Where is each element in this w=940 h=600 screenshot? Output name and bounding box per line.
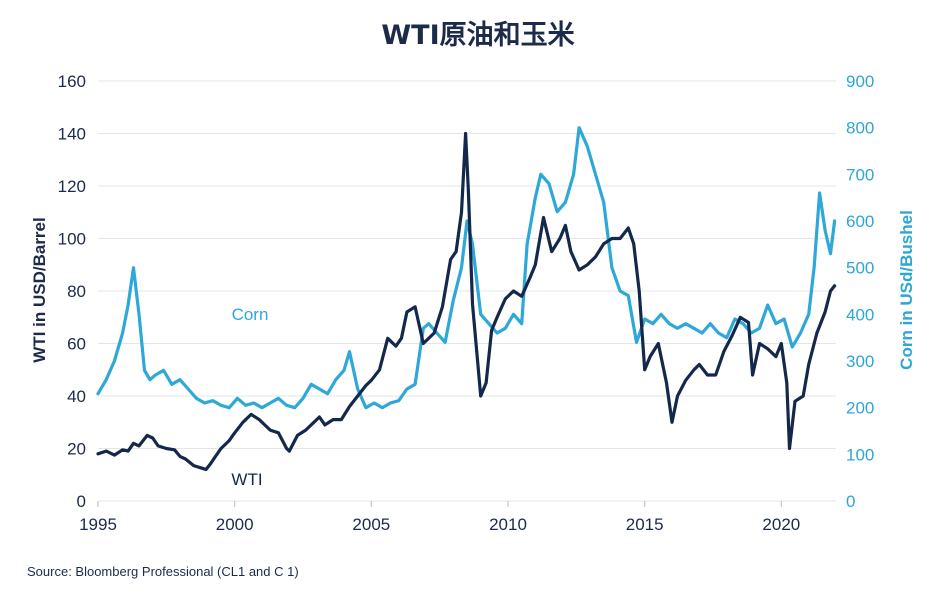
- x-tick-label: 2010: [489, 515, 527, 534]
- y-left-ticks: 0 20 40 60 80 100 120 140 160: [58, 72, 86, 511]
- x-tick-label: 1995: [79, 515, 117, 534]
- y-right-tick-label: 400: [846, 305, 874, 324]
- y-right-tick-label: 900: [846, 72, 874, 91]
- y-left-tick-label: 60: [67, 335, 86, 354]
- source-note: Source: Bloomberg Professional (CL1 and …: [27, 564, 299, 579]
- x-tick-label: 2000: [216, 515, 254, 534]
- wti-series-label: WTI: [231, 470, 262, 489]
- y-right-tick-label: 300: [846, 352, 874, 371]
- x-tick-label: 2005: [352, 515, 390, 534]
- y-right-tick-label: 800: [846, 119, 874, 138]
- y-right-tick-label: 100: [846, 445, 874, 464]
- y-left-tick-label: 160: [58, 72, 86, 91]
- corn-series-line: [96, 126, 837, 410]
- y-right-tick-label: 0: [846, 492, 855, 511]
- y-left-tick-label: 120: [58, 177, 86, 196]
- x-tick-label: 2020: [762, 515, 800, 534]
- y-left-tick-label: 0: [77, 492, 86, 511]
- y-right-ticks: 0 100 200 300 400 500 600 700 800 900: [846, 72, 874, 511]
- y-left-tick-label: 80: [67, 282, 86, 301]
- y-right-tick-label: 600: [846, 212, 874, 231]
- y-left-tick-label: 140: [58, 125, 86, 144]
- y-right-tick-label: 700: [846, 165, 874, 184]
- corn-series-label: Corn: [232, 305, 269, 324]
- y-right-tick-label: 500: [846, 259, 874, 278]
- y-axis-label-left: WTI in USD/Barrel: [30, 217, 49, 362]
- wti-series-line: [96, 131, 837, 472]
- y-left-tick-label: 100: [58, 230, 86, 249]
- x-ticks: 1995 2000 2005 2010 2015 2020: [79, 501, 800, 534]
- y-left-tick-label: 20: [67, 440, 86, 459]
- y-right-tick-label: 200: [846, 399, 874, 418]
- x-tick-label: 2015: [626, 515, 664, 534]
- y-axis-label-right: Corn in USd/Bushel: [897, 210, 916, 370]
- series-layer: [96, 126, 837, 472]
- y-left-tick-label: 40: [67, 387, 86, 406]
- chart-title: WTI原油和玉米: [381, 20, 574, 51]
